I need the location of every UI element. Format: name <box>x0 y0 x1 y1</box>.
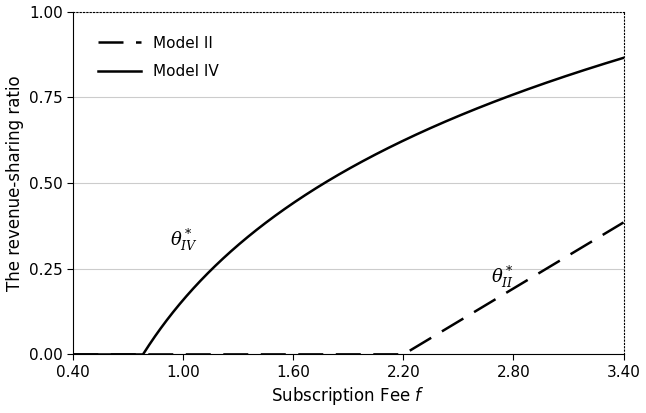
Legend: Model II, Model IV: Model II, Model IV <box>92 29 225 85</box>
Text: $\theta^*_{IV}$: $\theta^*_{IV}$ <box>171 226 198 253</box>
Y-axis label: The revenue-sharing ratio: The revenue-sharing ratio <box>6 75 23 291</box>
Text: $\theta^*_{II}$: $\theta^*_{II}$ <box>492 264 514 290</box>
X-axis label: Subscription Fee $f$: Subscription Fee $f$ <box>271 385 425 408</box>
